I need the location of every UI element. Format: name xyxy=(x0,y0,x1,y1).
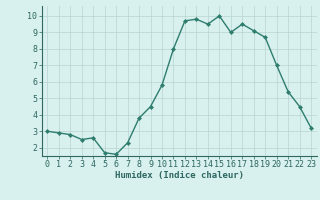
X-axis label: Humidex (Indice chaleur): Humidex (Indice chaleur) xyxy=(115,171,244,180)
